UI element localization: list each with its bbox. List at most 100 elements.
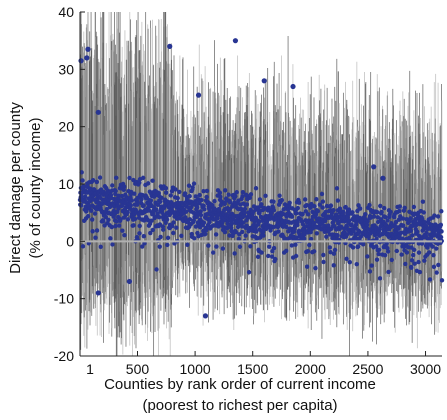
data-point xyxy=(343,204,348,210)
data-point xyxy=(137,223,142,229)
data-point xyxy=(226,192,231,197)
data-point xyxy=(403,261,408,267)
data-point xyxy=(380,231,385,236)
data-point xyxy=(221,225,226,230)
data-point xyxy=(326,223,331,228)
data-point xyxy=(412,261,417,266)
data-point xyxy=(314,231,320,236)
data-point xyxy=(94,228,100,233)
data-point xyxy=(232,251,237,256)
data-point xyxy=(421,210,426,215)
data-point xyxy=(417,269,423,275)
data-point xyxy=(158,234,163,240)
data-point xyxy=(172,241,177,246)
y-axis-ticks: -20 -10 0 10 20 30 40 xyxy=(54,4,85,364)
data-point xyxy=(225,224,230,230)
data-point xyxy=(81,184,86,189)
data-point xyxy=(332,247,338,253)
data-point xyxy=(386,269,391,275)
data-point xyxy=(351,228,356,234)
x-tick-label: 2500 xyxy=(352,361,383,377)
data-point xyxy=(217,190,223,196)
data-point xyxy=(203,231,208,237)
data-point xyxy=(347,260,353,265)
data-point xyxy=(344,232,350,237)
data-point xyxy=(389,257,394,263)
data-point xyxy=(276,229,281,234)
data-point xyxy=(128,203,133,208)
data-point xyxy=(272,256,278,262)
data-point xyxy=(141,234,147,239)
data-point xyxy=(197,192,202,198)
data-point-outlier xyxy=(232,38,239,44)
data-point xyxy=(198,212,204,218)
data-point xyxy=(236,198,241,203)
data-point xyxy=(236,236,241,242)
data-point xyxy=(300,211,305,217)
data-point xyxy=(420,199,426,204)
data-point xyxy=(365,254,370,259)
data-point xyxy=(204,194,209,200)
data-point xyxy=(137,231,142,236)
data-point xyxy=(116,206,121,211)
data-point xyxy=(259,202,264,207)
data-point-outlier xyxy=(126,278,133,285)
data-point xyxy=(254,229,259,234)
data-point xyxy=(113,188,118,194)
data-point xyxy=(397,204,403,209)
data-point xyxy=(204,227,209,233)
data-point xyxy=(137,180,142,185)
y-tick-label: -10 xyxy=(54,291,74,307)
data-point xyxy=(119,193,125,199)
data-point xyxy=(242,206,248,212)
data-point xyxy=(402,205,407,211)
data-point xyxy=(132,216,138,222)
data-point xyxy=(132,191,137,196)
data-point xyxy=(317,202,323,207)
data-point xyxy=(80,178,85,183)
data-point xyxy=(129,198,135,203)
data-point xyxy=(229,221,235,226)
data-point xyxy=(367,269,373,274)
data-point xyxy=(253,186,259,191)
data-point-outlier xyxy=(85,46,91,52)
x-tick-label: 2000 xyxy=(295,361,326,377)
data-point xyxy=(257,197,263,202)
data-point xyxy=(385,249,391,254)
data-point xyxy=(314,197,319,202)
data-point xyxy=(404,250,410,255)
data-point xyxy=(240,190,246,195)
data-point xyxy=(422,258,427,263)
data-point xyxy=(307,242,312,248)
data-point xyxy=(357,206,363,211)
data-point xyxy=(258,214,264,220)
y-tick-label: 20 xyxy=(58,119,74,135)
data-point xyxy=(227,200,233,205)
data-point xyxy=(212,198,217,204)
data-point xyxy=(410,252,416,258)
data-point xyxy=(436,262,441,268)
data-point xyxy=(431,264,437,269)
data-point xyxy=(327,245,332,250)
data-point xyxy=(92,187,97,193)
data-point xyxy=(302,236,307,241)
data-point xyxy=(305,248,311,254)
data-point xyxy=(323,209,328,215)
data-point xyxy=(110,183,115,188)
data-point xyxy=(196,200,202,206)
data-point xyxy=(218,194,223,199)
data-point xyxy=(139,196,144,202)
data-point xyxy=(260,229,266,235)
data-point xyxy=(116,193,121,199)
data-point xyxy=(409,265,414,270)
data-point xyxy=(255,254,261,260)
data-point xyxy=(160,227,166,232)
data-point xyxy=(350,245,356,250)
data-point xyxy=(157,244,162,249)
data-point xyxy=(434,246,439,251)
data-point xyxy=(435,214,441,219)
data-point xyxy=(179,233,184,239)
data-point xyxy=(419,216,425,222)
data-point-outlier xyxy=(261,78,267,84)
data-point xyxy=(182,191,188,196)
